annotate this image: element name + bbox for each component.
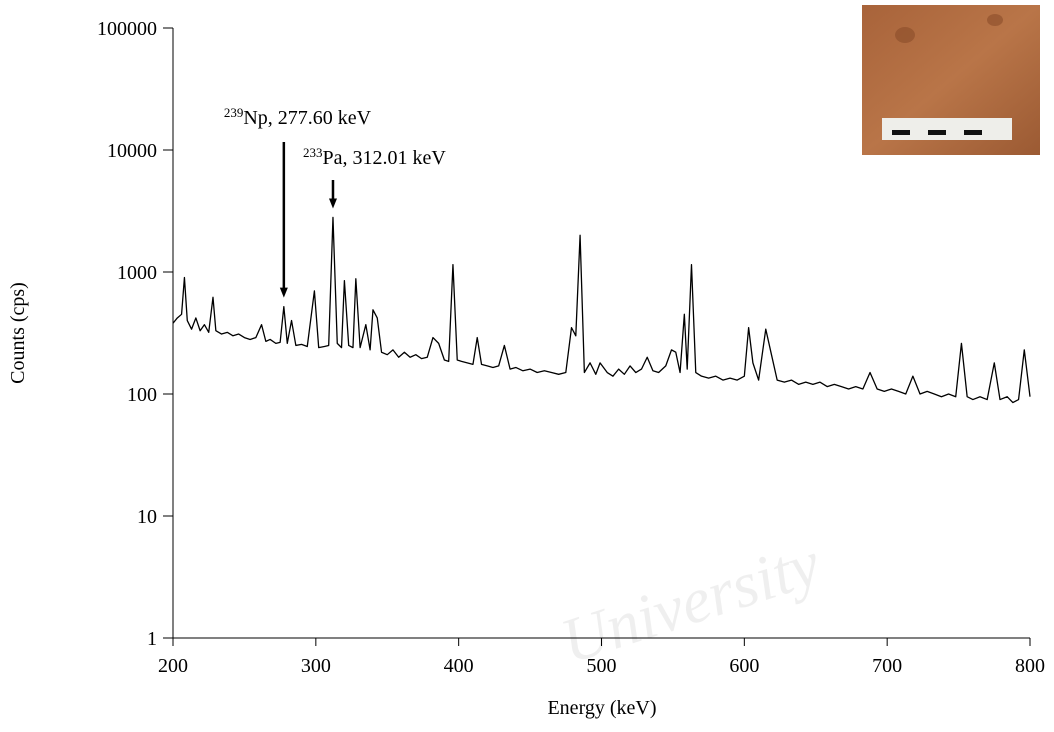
y-tick-label: 1 (147, 628, 157, 650)
y-tick-label: 100000 (97, 18, 157, 40)
x-tick-label: 400 (444, 655, 474, 677)
annotation: 233Pa, 312.01 keV (303, 145, 446, 169)
spectrum-line (172, 216, 1031, 404)
x-tick-label: 600 (729, 655, 759, 677)
annotation-text: Np, 277.60 keV (243, 107, 371, 129)
x-tick-label: 800 (1015, 655, 1045, 677)
x-tick-label: 700 (872, 655, 902, 677)
y-tick-label: 100 (127, 384, 157, 406)
annotation-superscript: 233 (303, 145, 323, 160)
inset-photo (862, 5, 1040, 155)
y-tick-label: 1000 (117, 262, 157, 284)
annotation-text: Pa, 312.01 keV (322, 147, 446, 169)
arrow-head (279, 287, 288, 298)
x-tick-label: 500 (587, 655, 617, 677)
annotation: 239Np, 277.60 keV (224, 105, 372, 129)
arrow-head (328, 198, 337, 209)
x-tick-label: 300 (301, 655, 331, 677)
x-axis-title: Energy (keV) (547, 697, 656, 719)
y-axis-title: Counts (cps) (7, 282, 29, 384)
y-tick-label: 10000 (107, 140, 157, 162)
x-tick-label: 200 (158, 655, 188, 677)
y-tick-label: 10 (137, 506, 157, 528)
annotation-superscript: 239 (224, 105, 244, 120)
